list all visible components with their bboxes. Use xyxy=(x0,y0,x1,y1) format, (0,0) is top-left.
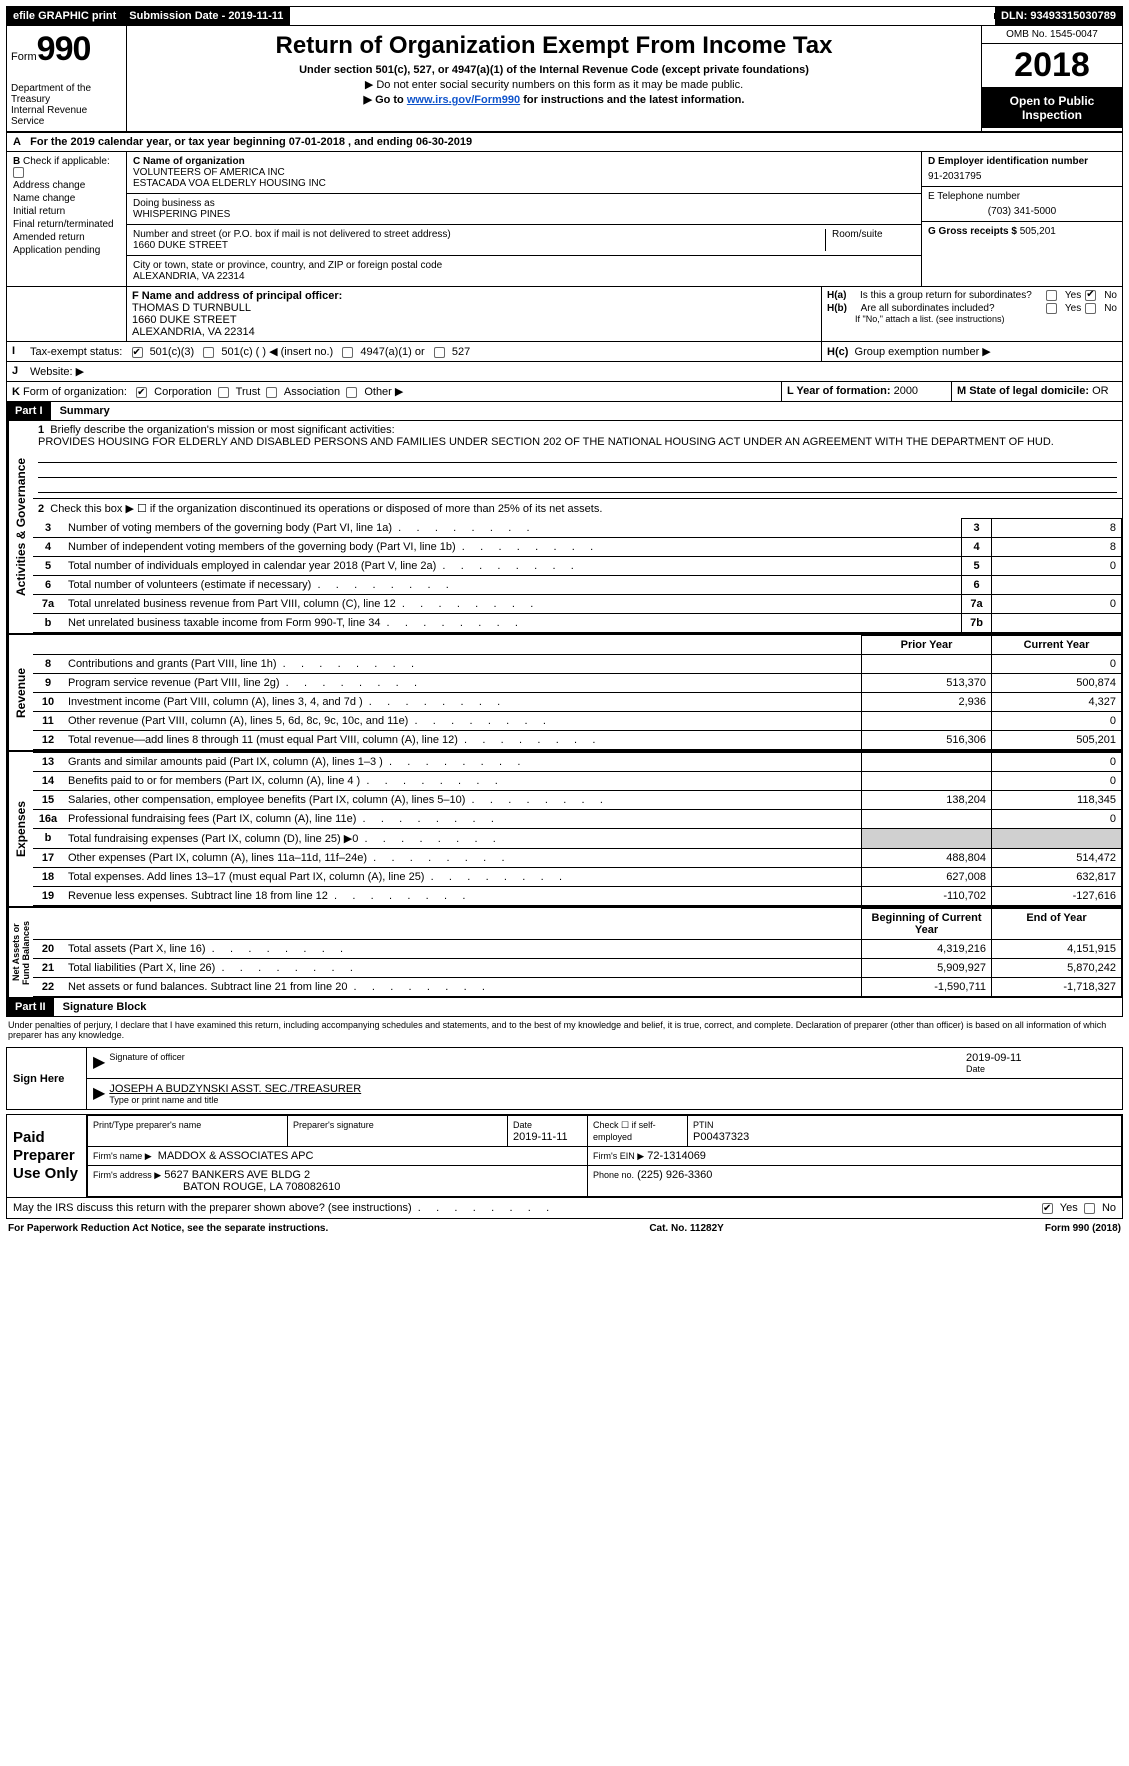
firm-address-2: BATON ROUGE, LA 708082610 xyxy=(183,1181,340,1193)
irs-link[interactable]: www.irs.gov/Form990 xyxy=(407,94,520,106)
telephone: (703) 341-5000 xyxy=(928,206,1116,217)
chk-initial-return[interactable]: Initial return xyxy=(13,206,120,217)
vert-revenue: Revenue xyxy=(7,635,33,750)
city-state-zip: ALEXANDRIA, VA 22314 xyxy=(133,271,915,282)
officer-name: THOMAS D TURNBULL xyxy=(132,302,816,314)
org-name-2: ESTACADA VOA ELDERLY HOUSING INC xyxy=(133,178,915,189)
vert-net-assets: Net Assets or Fund Balances xyxy=(7,908,33,997)
department: Department of the Treasury Internal Reve… xyxy=(11,83,122,127)
open-inspection: Open to Public Inspection xyxy=(982,88,1122,128)
dba: WHISPERING PINES xyxy=(133,209,915,220)
officer-city: ALEXANDRIA, VA 22314 xyxy=(132,326,816,338)
discuss-no[interactable] xyxy=(1084,1203,1095,1214)
form-sub2: ▶ Do not enter social security numbers o… xyxy=(137,78,971,91)
discuss-yes[interactable] xyxy=(1042,1203,1053,1214)
chk-527[interactable] xyxy=(434,347,445,358)
chk-501c3[interactable] xyxy=(132,347,143,358)
officer-street: 1660 DUKE STREET xyxy=(132,314,816,326)
paperwork-notice: For Paperwork Reduction Act Notice, see … xyxy=(8,1223,328,1234)
vert-activities-governance: Activities & Governance xyxy=(7,421,33,633)
preparer-date: 2019-11-11 xyxy=(513,1131,568,1143)
section-d-e-g: D Employer identification number 91-2031… xyxy=(922,152,1122,286)
gross-receipts: 505,201 xyxy=(1020,226,1056,237)
state-domicile: OR xyxy=(1092,385,1109,397)
section-c: C Name of organization VOLUNTEERS OF AME… xyxy=(127,152,922,286)
firm-address-1: 5627 BANKERS AVE BLDG 2 xyxy=(164,1169,310,1181)
revenue-table: Prior YearCurrent Year8Contributions and… xyxy=(33,635,1122,750)
sign-here-block: Sign Here ▶ Signature of officer 2019-09… xyxy=(6,1047,1123,1110)
part-i-title: Summary xyxy=(54,402,116,420)
section-h: H(a) Is this a group return for subordin… xyxy=(822,287,1122,341)
ein: 91-2031795 xyxy=(928,171,1116,182)
perjury-statement: Under penalties of perjury, I declare th… xyxy=(6,1017,1123,1043)
ptin: P00437323 xyxy=(693,1131,749,1143)
chk-self-employed[interactable]: Check ☐ if self-employed xyxy=(593,1120,656,1142)
net-assets-table: Beginning of Current YearEnd of Year20To… xyxy=(33,908,1122,997)
room-suite-label: Room/suite xyxy=(825,229,915,251)
chk-final-return[interactable]: Final return/terminated xyxy=(13,219,120,230)
section-a-tax-year: A For the 2019 calendar year, or tax yea… xyxy=(7,133,1122,152)
paid-preparer-label: Paid Preparer Use Only xyxy=(7,1115,87,1197)
vert-expenses: Expenses xyxy=(7,752,33,906)
chk-4947[interactable] xyxy=(342,347,353,358)
activities-governance-table: 3Number of voting members of the governi… xyxy=(33,518,1122,633)
submission-date: Submission Date - 2019-11-11 xyxy=(123,7,290,25)
arrow-icon: ▶ xyxy=(93,1052,105,1074)
mission-text: PROVIDES HOUSING FOR ELDERLY AND DISABLE… xyxy=(38,436,1054,448)
form-header: Form990 Department of the Treasury Inter… xyxy=(7,26,1122,133)
officer-name-title: JOSEPH A BUDZYNSKI ASST. SEC./TREASURER xyxy=(109,1083,1116,1095)
form-sub3: ▶ Go to www.irs.gov/Form990 for instruct… xyxy=(137,93,971,106)
firm-phone: (225) 926-3360 xyxy=(637,1169,712,1181)
dln: DLN: 93493315030789 xyxy=(995,7,1122,25)
part-ii-header: Part II xyxy=(7,998,54,1016)
chk-association[interactable] xyxy=(266,387,277,398)
topbar: efile GRAPHIC print Submission Date - 20… xyxy=(6,6,1123,26)
cat-no: Cat. No. 11282Y xyxy=(649,1223,723,1234)
form-word: Form xyxy=(11,51,37,63)
chk-trust[interactable] xyxy=(218,387,229,398)
expenses-table: 13Grants and similar amounts paid (Part … xyxy=(33,752,1122,906)
firm-ein: 72-1314069 xyxy=(647,1150,706,1162)
section-f: F Name and address of principal officer:… xyxy=(127,287,822,341)
year-formation: 2000 xyxy=(894,385,918,397)
paid-preparer-block: Paid Preparer Use Only Print/Type prepar… xyxy=(6,1114,1123,1198)
omb-number: OMB No. 1545-0047 xyxy=(982,26,1122,44)
chk-other[interactable] xyxy=(346,387,357,398)
form-label: Form 990 (2018) xyxy=(1045,1223,1121,1234)
chk-address-change[interactable]: Address change xyxy=(13,180,120,191)
footer: For Paperwork Reduction Act Notice, see … xyxy=(6,1219,1123,1238)
form-year: 2018 xyxy=(982,44,1122,88)
part-i-header: Part I xyxy=(7,402,51,420)
firm-name: MADDOX & ASSOCIATES APC xyxy=(158,1150,314,1162)
efile-print[interactable]: efile GRAPHIC print xyxy=(7,7,123,25)
section-j-website: Website: ▶ xyxy=(25,362,1122,381)
chk-name-change[interactable]: Name change xyxy=(13,193,120,204)
form-number: 990 xyxy=(37,30,91,68)
sign-here-label: Sign Here xyxy=(7,1048,87,1109)
org-name-1: VOLUNTEERS OF AMERICA INC xyxy=(133,167,915,178)
chk-amended-return[interactable]: Amended return xyxy=(13,232,120,243)
section-i: Tax-exempt status: 501(c)(3) 501(c) ( ) … xyxy=(25,342,822,361)
officer-sign-date: 2019-09-11 xyxy=(966,1052,1116,1064)
street-address: 1660 DUKE STREET xyxy=(133,240,825,251)
part-ii-title: Signature Block xyxy=(57,998,153,1016)
form-sub1: Under section 501(c), 527, or 4947(a)(1)… xyxy=(137,64,971,76)
chk-corporation[interactable] xyxy=(136,387,147,398)
line-2: Check this box ▶ ☐ if the organization d… xyxy=(50,503,602,515)
arrow-icon: ▶ xyxy=(93,1083,105,1105)
section-b: B Check if applicable: Address change Na… xyxy=(7,152,127,286)
chk-501c[interactable] xyxy=(203,347,214,358)
chk-application-pending[interactable]: Application pending xyxy=(13,245,120,256)
form-title: Return of Organization Exempt From Incom… xyxy=(137,32,971,60)
discuss-question: May the IRS discuss this return with the… xyxy=(13,1202,549,1214)
section-k: K Form of organization: Corporation Trus… xyxy=(7,382,782,401)
